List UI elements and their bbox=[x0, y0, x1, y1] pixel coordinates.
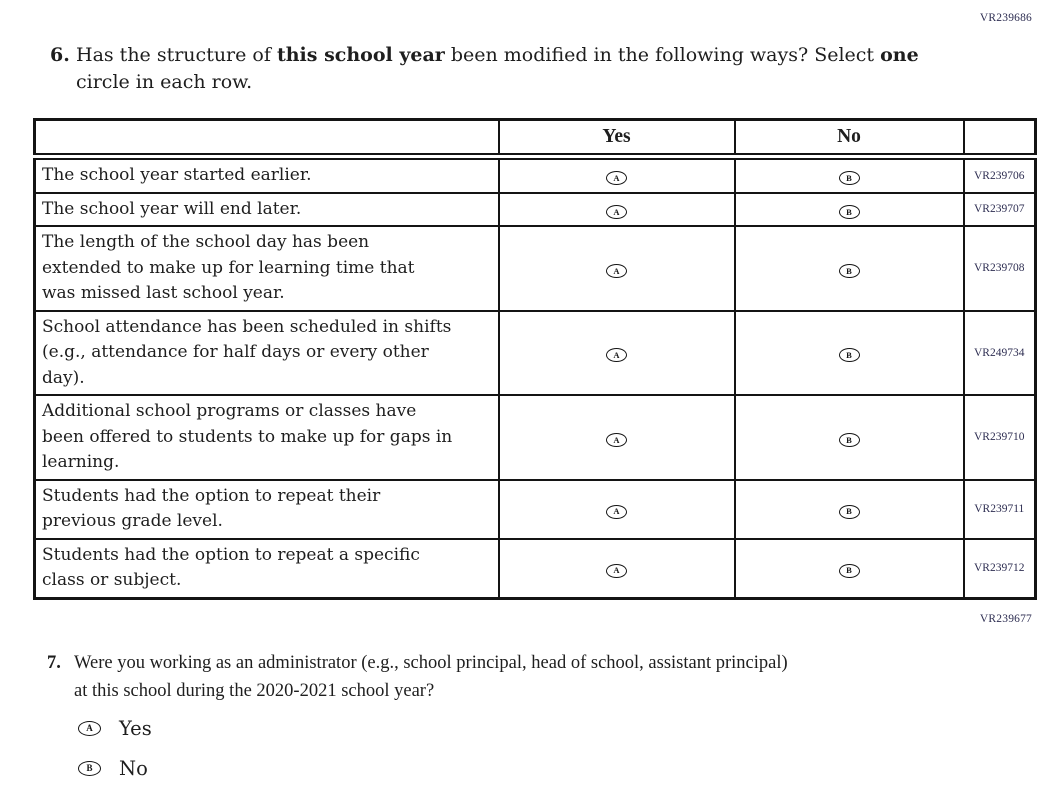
no-bubble[interactable]: B bbox=[838, 348, 860, 363]
no-bubble[interactable]: B bbox=[838, 171, 860, 186]
bubble-letter: A bbox=[613, 350, 620, 361]
no-bubble[interactable]: B bbox=[838, 504, 860, 519]
statement-cell: Students had the option to repeat a spec… bbox=[33, 537, 500, 599]
question-7-text: Were you working as an administrator (e.… bbox=[74, 653, 788, 701]
yes-bubble[interactable]: A bbox=[78, 721, 101, 736]
question-6: 6. Has the structure of this school year… bbox=[50, 42, 990, 96]
table-row: Additional school programs or classes ha… bbox=[33, 394, 1037, 481]
statement-header-cell bbox=[33, 118, 500, 160]
yes-bubble[interactable]: A bbox=[606, 563, 627, 578]
vr-code-cell: VR239708 bbox=[962, 225, 1037, 312]
bubble-letter: B bbox=[846, 506, 852, 517]
no-cell: B bbox=[733, 191, 965, 227]
bubble-letter: A bbox=[613, 506, 620, 517]
table-row: The school year started earlier. A B VR2397… bbox=[33, 155, 1037, 194]
table-row: The school year will end later. A B VR23970… bbox=[33, 191, 1037, 227]
question-7-option-no: B No bbox=[78, 757, 148, 780]
question-6-text: Has the structure of this school year be… bbox=[76, 44, 919, 93]
yes-cell: A bbox=[497, 309, 736, 396]
yes-cell: A bbox=[497, 191, 736, 227]
no-cell: B bbox=[733, 309, 965, 396]
bubble-letter: B bbox=[846, 206, 852, 217]
no-cell: B bbox=[733, 537, 965, 599]
vr-code-cell: VR239706 bbox=[962, 155, 1037, 194]
yes-option-label: Yes bbox=[119, 717, 152, 740]
question-6-number: 6. bbox=[50, 44, 70, 66]
no-bubble[interactable]: B bbox=[838, 263, 860, 278]
no-cell: B bbox=[733, 225, 965, 312]
form-code-question6: VR239686 bbox=[979, 12, 1032, 24]
no-column-header: No bbox=[733, 118, 965, 160]
question-7-option-yes: A Yes bbox=[78, 717, 152, 740]
yes-bubble[interactable]: A bbox=[606, 263, 627, 278]
bubble-letter: A bbox=[613, 206, 620, 217]
yes-cell: A bbox=[497, 394, 736, 481]
question-7-number: 7. bbox=[47, 653, 61, 673]
statement-cell: Students had the option to repeat their … bbox=[33, 478, 500, 540]
yes-cell: A bbox=[497, 478, 736, 540]
no-bubble[interactable]: B bbox=[838, 563, 860, 578]
no-cell: B bbox=[733, 478, 965, 540]
yes-column-header: Yes bbox=[497, 118, 736, 160]
yes-bubble[interactable]: A bbox=[606, 432, 627, 447]
vr-code-cell: VR239712 bbox=[962, 537, 1037, 599]
no-bubble[interactable]: B bbox=[838, 204, 860, 219]
bubble-letter-b: B bbox=[86, 763, 93, 773]
no-cell: B bbox=[733, 394, 965, 481]
statement-cell: Additional school programs or classes ha… bbox=[33, 394, 500, 481]
yes-cell: A bbox=[497, 537, 736, 599]
vr-code-cell: VR239710 bbox=[962, 394, 1037, 481]
no-cell: B bbox=[733, 155, 965, 194]
vr-code-cell: VR239711 bbox=[962, 478, 1037, 540]
bubble-letter: B bbox=[846, 173, 852, 184]
table-row: The length of the school day has been ex… bbox=[33, 225, 1037, 312]
question-6-response-table: Yes No The school year started earlier. A… bbox=[33, 118, 1037, 600]
form-code-question7: VR239677 bbox=[979, 613, 1032, 625]
vr-code-cell: VR239707 bbox=[962, 191, 1037, 227]
bubble-letter: A bbox=[613, 265, 620, 276]
table-row: Students had the option to repeat a spec… bbox=[33, 537, 1037, 599]
yes-cell: A bbox=[497, 155, 736, 194]
vr-code-cell: VR249734 bbox=[962, 309, 1037, 396]
table-row: School attendance has been scheduled in … bbox=[33, 309, 1037, 396]
bubble-letter-a: A bbox=[86, 723, 93, 733]
yes-bubble[interactable]: A bbox=[606, 171, 627, 186]
yes-cell: A bbox=[497, 225, 736, 312]
code-header-cell bbox=[962, 118, 1037, 160]
table-row: Students had the option to repeat their … bbox=[33, 478, 1037, 540]
bubble-letter: B bbox=[846, 434, 852, 445]
yes-bubble[interactable]: A bbox=[606, 504, 627, 519]
no-bubble[interactable]: B bbox=[78, 761, 101, 776]
bubble-letter: B bbox=[846, 350, 852, 361]
statement-cell: School attendance has been scheduled in … bbox=[33, 309, 500, 396]
statement-cell: The school year started earlier. bbox=[33, 155, 500, 194]
table-header-row: Yes No bbox=[33, 118, 1037, 160]
question-7: 7. Were you working as an administrator … bbox=[47, 650, 1007, 705]
statement-cell: The school year will end later. bbox=[33, 191, 500, 227]
bubble-letter: B bbox=[846, 565, 852, 576]
no-option-label: No bbox=[119, 757, 148, 780]
yes-bubble[interactable]: A bbox=[606, 204, 627, 219]
no-bubble[interactable]: B bbox=[838, 432, 860, 447]
yes-bubble[interactable]: A bbox=[606, 348, 627, 363]
statement-cell: The length of the school day has been ex… bbox=[33, 225, 500, 312]
bubble-letter: B bbox=[846, 265, 852, 276]
bubble-letter: A bbox=[613, 173, 620, 184]
bubble-letter: A bbox=[613, 565, 620, 576]
bubble-letter: A bbox=[613, 434, 620, 445]
